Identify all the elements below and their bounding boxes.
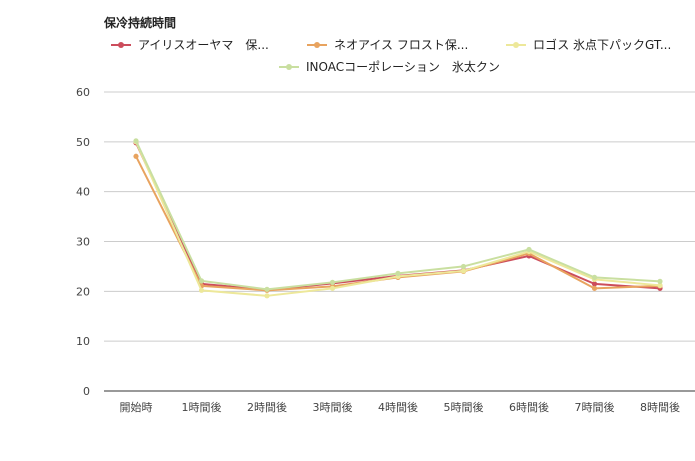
x-tick-label: 6時間後 (509, 400, 549, 414)
y-tick-label: 10 (76, 335, 90, 348)
data-point[interactable] (591, 274, 598, 280)
data-point[interactable] (133, 138, 139, 144)
y-tick-label: 30 (76, 236, 90, 249)
x-tick-label: 2時間後 (247, 400, 287, 414)
legend-item[interactable]: INOACコーポレーション 氷太クン (279, 59, 500, 74)
legend-swatch-marker (513, 42, 519, 48)
series-0 (133, 140, 663, 293)
series-line (135, 140, 661, 291)
x-tick-label: 4時間後 (378, 400, 418, 414)
legend-item[interactable]: アイリスオーヤマ 保... (111, 38, 269, 52)
data-point[interactable] (329, 285, 336, 291)
legend-label: INOACコーポレーション 氷太クン (306, 59, 500, 74)
x-tick-label: 開始時 (120, 400, 153, 414)
legend-swatch-marker (118, 42, 124, 48)
x-tick-label: 7時間後 (575, 400, 615, 414)
series-line (135, 155, 661, 292)
data-point[interactable] (591, 285, 598, 291)
data-point[interactable] (133, 153, 139, 159)
data-point[interactable] (460, 268, 467, 274)
y-axis: 0 10 20 30 40 50 60 (76, 86, 90, 398)
y-tick-label: 40 (76, 186, 90, 199)
data-point[interactable] (526, 246, 532, 253)
legend-label: ネオアイス フロスト保... (334, 38, 468, 52)
data-point[interactable] (264, 293, 270, 299)
legend-swatch-marker (286, 64, 292, 70)
x-tick-label: 5時間後 (444, 400, 484, 414)
y-tick-label: 50 (76, 136, 90, 149)
legend-label: アイリスオーヤマ 保... (138, 38, 269, 52)
series-group (133, 138, 663, 299)
data-point[interactable] (657, 278, 663, 284)
legend-item[interactable]: ネオアイス フロスト保... (307, 38, 468, 52)
chart-title: 保冷持続時間 (103, 15, 176, 30)
x-tick-label: 1時間後 (182, 400, 222, 414)
data-point[interactable] (395, 270, 401, 276)
series-2 (133, 139, 663, 299)
data-point[interactable] (198, 287, 205, 293)
y-tick-label: 60 (76, 86, 90, 99)
data-point[interactable] (198, 278, 205, 284)
y-tick-label: 20 (76, 285, 90, 298)
x-tick-label: 3時間後 (313, 400, 353, 414)
legend-item[interactable]: ロゴス 氷点下パックGT... (506, 37, 671, 52)
data-point[interactable] (591, 281, 598, 287)
data-point[interactable] (460, 263, 467, 270)
x-axis: 開始時 1時間後 2時間後 3時間後 4時間後 5時間後 6時間後 7時間後 8時間後 (120, 400, 681, 414)
data-point[interactable] (264, 286, 270, 292)
legend-label: ロゴス 氷点下パックGT... (533, 37, 671, 52)
series-line (135, 142, 661, 291)
legend-swatch-marker (314, 42, 320, 48)
data-point[interactable] (657, 282, 663, 288)
y-tick-label: 0 (83, 385, 90, 398)
legend: アイリスオーヤマ 保... ネオアイス フロスト保... ロゴス 氷点下パックGT.… (111, 37, 671, 74)
series-3 (133, 138, 663, 292)
x-tick-label: 8時間後 (640, 400, 680, 414)
gridlines (104, 91, 695, 392)
data-point[interactable] (329, 279, 336, 285)
